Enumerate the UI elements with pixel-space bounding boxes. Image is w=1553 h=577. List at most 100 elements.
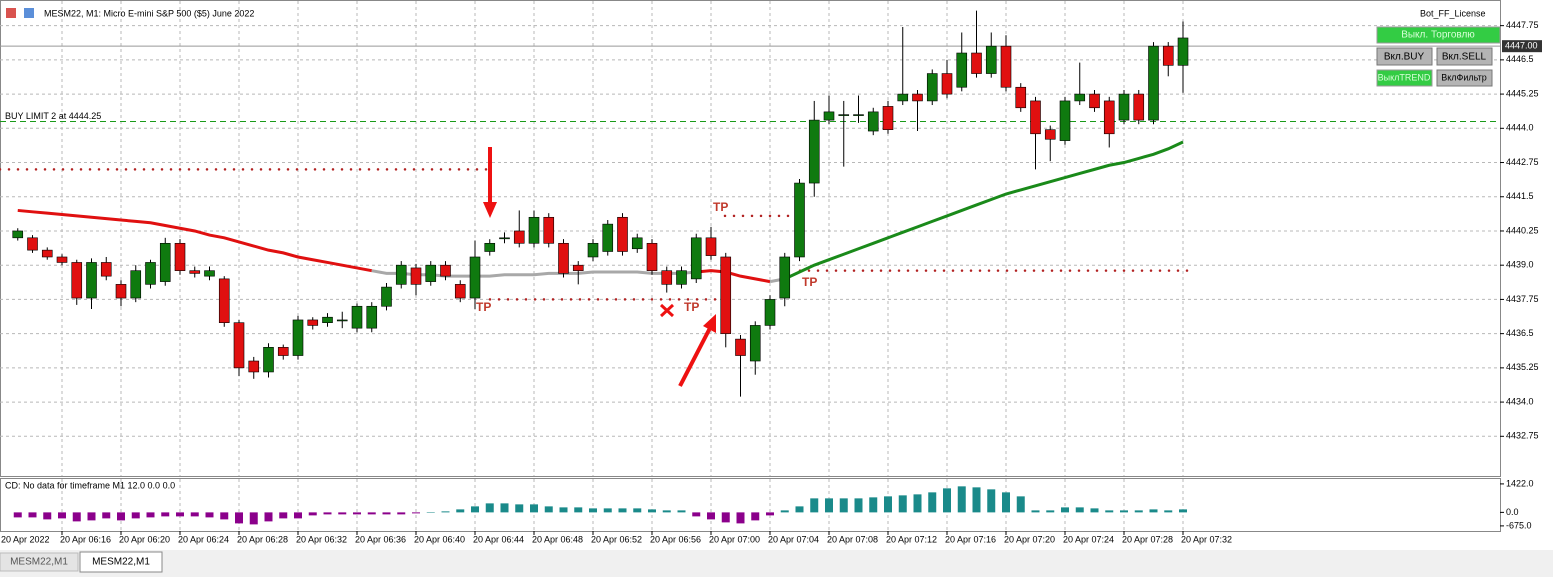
candle-body	[1030, 100, 1041, 135]
candle-body	[1000, 45, 1012, 88]
tab[interactable]: MESM22,M1	[0, 552, 79, 572]
x-tick-label: 20 Apr 07:12	[886, 534, 937, 544]
candle-body	[587, 242, 599, 258]
indicator-bar	[205, 512, 214, 518]
indicator-bar	[957, 486, 966, 513]
annotation: TP	[802, 275, 817, 289]
x-tick-label: 20 Apr 07:16	[945, 534, 996, 544]
price-label: 4447.00	[1505, 41, 1538, 51]
candle-body	[720, 256, 732, 334]
indicator-bar	[456, 509, 465, 513]
indicator-bar	[795, 506, 804, 513]
button-label[interactable]: ВыклTREND	[1378, 72, 1431, 82]
candle-body	[322, 316, 333, 323]
button[interactable]: Выкл. Торговлю	[1376, 26, 1501, 44]
candle-body	[528, 216, 540, 244]
indicator-bar	[485, 503, 494, 513]
candle-body	[56, 256, 68, 263]
candle-body	[130, 270, 142, 299]
candle-body	[956, 52, 968, 88]
candle-body	[469, 256, 481, 299]
candle-body	[159, 242, 171, 282]
tab-label[interactable]: MESM22,M1	[92, 557, 150, 568]
candle-body	[440, 264, 451, 277]
x-tick-label: 20 Apr 06:28	[237, 534, 288, 544]
indicator-bar	[117, 512, 125, 521]
order-label: BUY LIMIT 2 at 4444.25	[5, 111, 101, 121]
candle-body	[410, 267, 422, 285]
indicator-bar	[264, 512, 273, 522]
indicator-bar	[1046, 510, 1055, 513]
x-tick-label: 20 Apr 06:48	[532, 534, 583, 544]
indicator-bar	[987, 489, 996, 513]
candle-body	[189, 270, 201, 274]
arrow	[483, 147, 497, 218]
candle-body	[926, 73, 938, 102]
indicator-bar	[1120, 510, 1128, 513]
candle-body	[572, 264, 584, 271]
indicator-bar	[810, 498, 819, 513]
x-tick-label: 20 Apr 07:24	[1063, 534, 1114, 544]
indicator-bar	[308, 512, 317, 516]
candle-body	[233, 322, 245, 369]
candle-body	[941, 73, 953, 95]
indicator-bar	[397, 512, 406, 515]
tab[interactable]: MESM22,M1	[79, 551, 163, 573]
y-tick-label: 4445.25	[1506, 88, 1539, 98]
indicator-bar	[574, 507, 583, 513]
button-label[interactable]: Вкл.BUY	[1384, 52, 1425, 63]
indicator-bar	[235, 512, 243, 524]
indicator-bar	[1031, 510, 1040, 513]
x-tick-label: 20 Apr 07:08	[827, 534, 878, 544]
icon	[6, 8, 16, 18]
icon	[24, 8, 34, 18]
button[interactable]: ВклФильтр	[1436, 69, 1493, 87]
indicator-bar	[367, 512, 376, 515]
indicator-bar	[294, 512, 302, 519]
button[interactable]: Вкл.SELL	[1436, 47, 1493, 66]
button-label[interactable]: ВклФильтр	[1441, 72, 1487, 82]
indicator-bar	[72, 512, 81, 522]
annotation: TP	[713, 200, 728, 214]
button[interactable]: ВыклTREND	[1376, 69, 1433, 87]
annotation: TP	[684, 300, 699, 314]
indicator-bar	[825, 498, 833, 513]
indicator-bar	[1134, 510, 1143, 513]
x-tick-label: 20 Apr 07:32	[1181, 534, 1232, 544]
candle-body	[705, 237, 717, 256]
button-label[interactable]: Вкл.SELL	[1442, 52, 1487, 63]
tab-label[interactable]: MESM22,M1	[10, 557, 68, 568]
arrow	[678, 314, 716, 387]
candle-body	[853, 114, 864, 116]
y-tick-label: 1422.0	[1506, 478, 1534, 488]
candle-body	[897, 93, 909, 102]
price-box	[1502, 40, 1542, 53]
candle-body	[351, 305, 363, 329]
indicator-bar	[1002, 492, 1010, 513]
x-tick-label: 20 Apr 07:00	[709, 534, 760, 544]
candle-body	[617, 216, 628, 252]
button-label[interactable]: Выкл. Торговлю	[1401, 30, 1475, 41]
x-tick-label: 20 Apr 06:52	[591, 534, 642, 544]
button[interactable]: Вкл.BUY	[1376, 47, 1433, 66]
candle-body	[661, 270, 673, 285]
x-tick-label: 20 Apr 06:44	[473, 534, 524, 544]
x-tick-label: 20 Apr 06:40	[414, 534, 465, 544]
indicator-bar	[544, 506, 553, 513]
main-pane	[0, 0, 1501, 477]
candle-body	[86, 262, 97, 299]
candle-body	[543, 216, 555, 244]
candle-body	[735, 338, 746, 356]
indicator-bar	[692, 512, 701, 517]
indicator-bar	[943, 488, 951, 513]
indicator-bar	[721, 512, 730, 523]
indicator-bar	[426, 512, 435, 513]
indicator-bar	[530, 504, 538, 513]
indicator-bar	[353, 512, 361, 515]
candle-body	[115, 284, 127, 299]
candle-body	[779, 256, 791, 299]
indicator-bar	[648, 509, 656, 513]
indicator-bar	[839, 498, 848, 513]
